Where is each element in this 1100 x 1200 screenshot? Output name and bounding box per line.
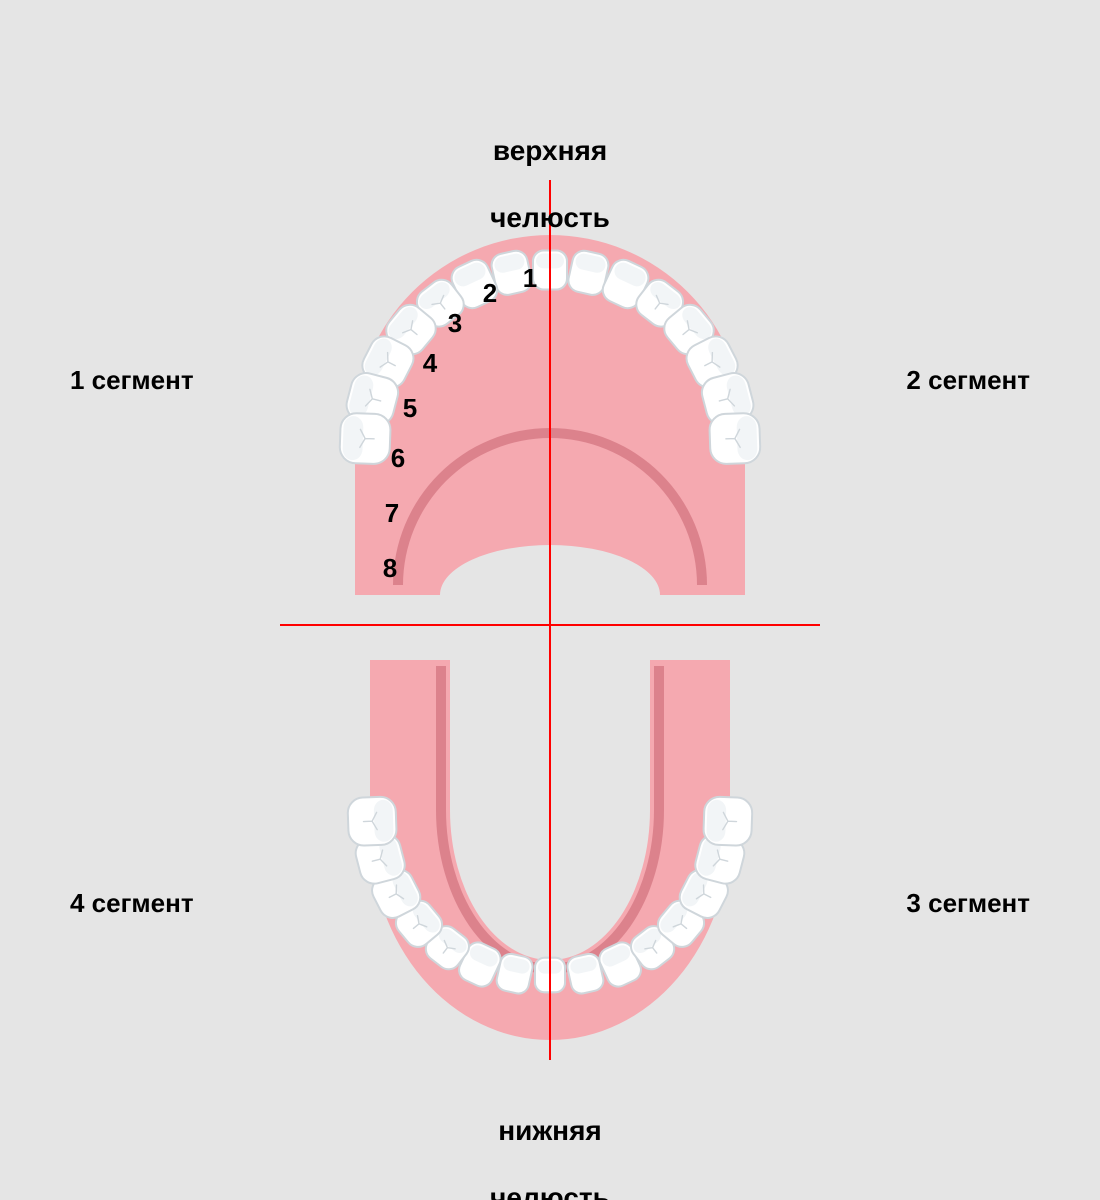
- tooth-number: 5: [403, 393, 417, 423]
- segment-3-label: 3 сегмент: [906, 888, 1030, 919]
- lower-jaw-title-line1: нижняя: [498, 1115, 602, 1146]
- tooth-number: 8: [383, 553, 397, 583]
- upper-jaw-title-line1: верхняя: [493, 135, 607, 166]
- upper-jaw-title-line2: челюсть: [490, 202, 610, 233]
- segment-4-label: 4 сегмент: [70, 888, 194, 919]
- tooth-number: 2: [483, 278, 497, 308]
- tooth: [339, 413, 391, 465]
- segment-1-label: 1 сегмент: [70, 365, 194, 396]
- tooth: [703, 796, 753, 846]
- tooth: [709, 413, 761, 465]
- lower-jaw-title-line2: челюсть: [490, 1182, 610, 1200]
- tooth-number: 3: [448, 308, 462, 338]
- tooth-number: 1: [523, 263, 537, 293]
- lower-jaw-title: нижняя челюсть: [0, 1080, 1100, 1200]
- tooth-number: 6: [391, 443, 405, 473]
- tooth: [347, 796, 397, 846]
- upper-jaw-title: верхняя челюсть: [0, 100, 1100, 234]
- tooth-number: 4: [423, 348, 438, 378]
- tooth-number: 7: [385, 498, 399, 528]
- diagram-stage: верхняя челюсть 1 сегмент 2 сегмент 4 се…: [0, 0, 1100, 1200]
- segment-2-label: 2 сегмент: [906, 365, 1030, 396]
